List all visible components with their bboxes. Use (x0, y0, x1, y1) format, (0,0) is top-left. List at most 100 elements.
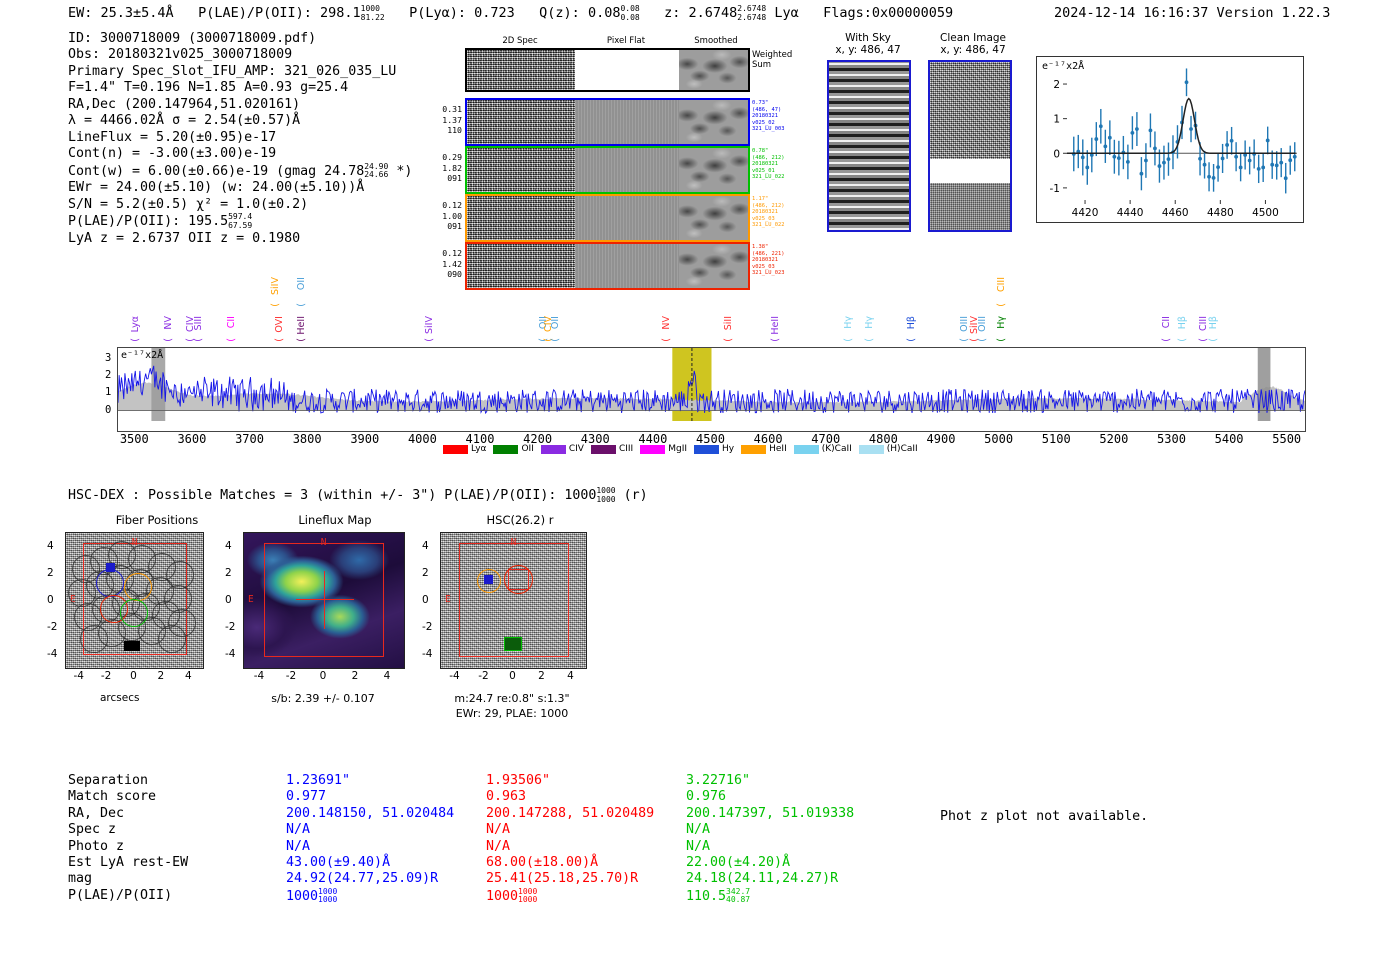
spectrum-line-bracket: ( (660, 338, 672, 342)
montage-row-stats: 0.31 1.37 110 (442, 104, 462, 135)
info-plae: P(LAE)/P(OII): 195.5597.4 67.59 (68, 212, 253, 230)
spectrum-x-tick: 5100 (1041, 432, 1071, 446)
table-cell: N/A (686, 822, 711, 838)
compass-north-label: N (131, 537, 138, 548)
panel-title-fiber-positions: Fiber Positions (115, 513, 199, 527)
montage-fiber-row (465, 146, 750, 194)
spectrum-line-label: Hγ (863, 316, 875, 329)
header-plya: P(Lyα): 0.723 (409, 5, 515, 22)
montage-fiber-row (465, 242, 750, 290)
spectrum-line-bracket: ( (296, 303, 308, 307)
panel-x-tick: -2 (478, 670, 489, 682)
svg-text:0: 0 (1053, 148, 1060, 160)
hsc-r-image[interactable]: N E (440, 532, 587, 669)
spectrum-line-label: NV (163, 316, 175, 330)
table-cell: 200.148150, 51.020484 (286, 805, 455, 821)
info-sn: S/N = 5.2(±0.5) χ² = 1.0(±0.2) (68, 196, 309, 212)
table-cell: N/A (486, 822, 511, 838)
panel-y-tick: -4 (225, 647, 236, 660)
source-info-block: ID: 3000718009 (3000718009.pdf) Obs: 201… (68, 31, 412, 247)
legend-item: CIV (540, 444, 584, 454)
legend-swatch (590, 444, 616, 454)
spectrum-x-tick: 5500 (1272, 432, 1302, 446)
panel-title-lineflux-map: Lineflux Map (298, 513, 372, 527)
panel-y-tick: 0 (47, 593, 54, 606)
spectrum-line-bracket: ( (996, 338, 1008, 342)
montage-cell-smoothed (679, 50, 748, 90)
svg-text:4420: 4420 (1072, 207, 1099, 219)
table-cell: 0.976 (686, 789, 727, 805)
spectrum-x-tick: 3800 (292, 432, 322, 446)
table-row-label: mag (68, 871, 93, 887)
spectrum-line-bracket: ( (163, 338, 175, 342)
spectrum-line-bracket: ( (1207, 338, 1219, 342)
spectrum-line-label: Hβ (906, 316, 918, 330)
panel-y-tick: 2 (225, 566, 232, 579)
svg-text:1: 1 (1053, 114, 1060, 126)
timestamp-version: 2024-12-14 16:16:37 Version 1.22.3 (1054, 5, 1331, 21)
panel-x-tick: 0 (509, 670, 516, 682)
header-z-label: z: 2.6748 (664, 5, 738, 22)
legend-swatch (793, 444, 819, 454)
montage-fiber-row (465, 98, 750, 146)
montage-row-meta: 1.38" (486, 221) 20180321 v025_03 321_LU… (752, 244, 785, 277)
svg-text:2: 2 (1053, 79, 1060, 91)
spectrum-x-tick: 4700 (811, 432, 841, 446)
legend-swatch (493, 444, 519, 454)
spectrum-x-tick: 5400 (1214, 432, 1244, 446)
spectrum-line-label: Hγ (842, 316, 854, 329)
panel-y-tick: 4 (47, 539, 54, 552)
panel-y-tick: 0 (225, 593, 232, 606)
spectrum-x-tick: 4800 (868, 432, 898, 446)
lineflux-map-caption: s/b: 2.39 +/- 0.107 (271, 692, 375, 705)
panel-x-tick: 0 (130, 670, 137, 682)
spectrum-x-tick: 3500 (119, 432, 149, 446)
fiber-positions-image[interactable]: N E (65, 532, 204, 669)
spectrum-line-bracket: ( (226, 338, 238, 342)
montage-cell-smoothed (679, 244, 748, 288)
panel-x-tick: 4 (383, 670, 391, 682)
table-row-label: Match score (68, 789, 157, 805)
spectrum-unit-label: e⁻¹⁷x2Å (121, 350, 164, 361)
lineflux-map-image[interactable]: N E (243, 532, 405, 669)
spectrum-line-bracket: ( (1160, 338, 1172, 342)
info-plae-range: 597.4 67.59 (228, 212, 253, 230)
montage-cell-smoothed (679, 148, 748, 192)
table-row-label: Spec z (68, 822, 117, 838)
legend-item: CIII (590, 444, 633, 454)
spectrum-line-label: OVI (274, 316, 286, 333)
montage-cell-2dspec (467, 100, 576, 144)
matches-table: Separation 1.23691" 1.93506" 3.22716" Match … (68, 773, 886, 905)
emission-line-zoom-plot: e⁻¹⁷x2Å -1 0 1 2 4420 4440 4460 4480 4500 (1036, 56, 1304, 223)
montage-cell-pixelflat (575, 148, 680, 192)
spectrum-line-label: NV (660, 316, 672, 330)
info-cont-w: Cont(w) = 6.00(±0.66)e-19 (gmag 24.7824.… (68, 161, 413, 180)
panel-y-tick: 0 (422, 593, 429, 606)
panel-y-tick: -2 (225, 620, 236, 633)
info-line: LineFlux = 5.20(±0.95)e-17 (68, 129, 277, 145)
hsc-match-circle-red (504, 565, 533, 594)
spectrum-x-tick: 4500 (696, 432, 725, 446)
info-line: RA,Dec (200.147964,51.020161) (68, 96, 301, 112)
spectrum-line-label: Lyα (130, 316, 142, 333)
spectrum-line-bracket: ( (842, 338, 854, 342)
spectrum-x-tick: 4200 (523, 432, 553, 446)
legend-item: Lyα (443, 444, 486, 454)
cutout-title-with-sky: With Sky x, y: 486, 47 (818, 32, 918, 56)
fiber-highlight-blue (96, 569, 124, 597)
info-line: λ = 4466.02Å σ = 2.54(±0.57)Å (68, 113, 301, 129)
table-row: Separation 1.23691" 1.93506" 3.22716" (68, 773, 886, 789)
hsc-match-marker-green (504, 637, 522, 651)
spectrum-line-bracket: ( (274, 338, 286, 342)
montage-row-meta: 1.17" (486, 212) 20180321 v025_03 321_LU… (752, 196, 785, 229)
legend-swatch (443, 444, 468, 454)
panel-y-tick: 2 (47, 566, 54, 579)
spectrum-line-bracket: ( (192, 338, 204, 342)
fiber-marker-dark (124, 641, 140, 651)
header-plae-label: P(LAE)/P(OII): 298.1 (198, 5, 361, 22)
spectrum-line-bracket: ( (130, 338, 142, 342)
spectrum-x-tick: 3700 (235, 432, 264, 446)
spectrum-x-tick: 3900 (350, 432, 380, 446)
compass-east-label: E (445, 593, 451, 605)
spectrum-line-bracket: ( (863, 338, 875, 342)
